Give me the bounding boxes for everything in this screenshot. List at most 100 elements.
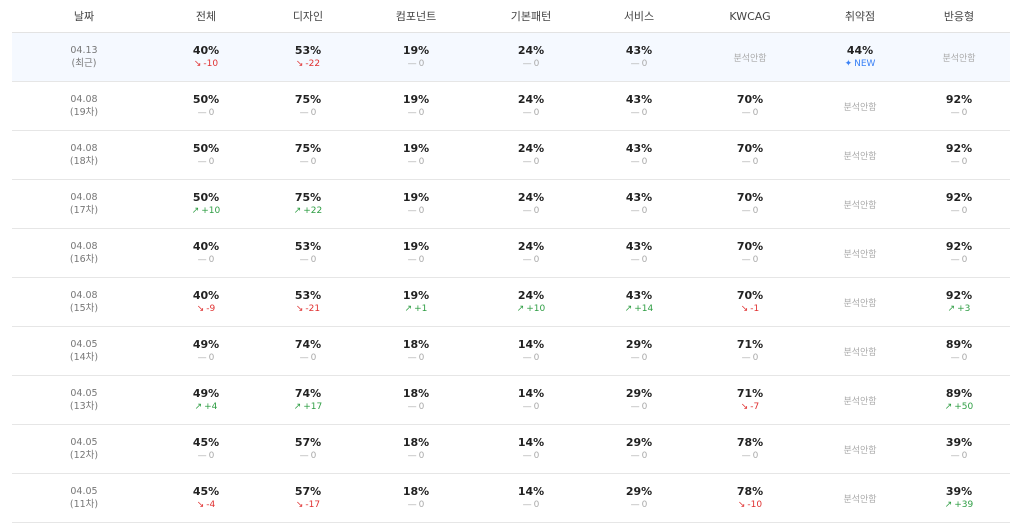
score: 29% bbox=[625, 485, 653, 498]
change-icon: ↘ bbox=[295, 304, 304, 314]
change-value: 0 bbox=[961, 108, 968, 118]
change-value: 0 bbox=[533, 59, 540, 69]
score-cell: 39% —0 bbox=[908, 424, 1010, 474]
change: —0 bbox=[688, 352, 812, 364]
not-analyzed: 분석안함 bbox=[733, 53, 767, 64]
change: ↗ +22 bbox=[256, 205, 360, 217]
column-header: 서비스 bbox=[590, 0, 688, 33]
change: ↘ -9 bbox=[156, 303, 256, 315]
score: 43% bbox=[625, 44, 653, 57]
score: 19% bbox=[402, 93, 430, 106]
score: 39% bbox=[945, 485, 973, 498]
change-icon: — bbox=[522, 500, 532, 510]
date: 04.08 bbox=[70, 143, 98, 154]
change-value: -7 bbox=[750, 402, 760, 412]
score-cell: 89% ↗ +50 bbox=[908, 375, 1010, 425]
table-row: 04.05 (14차) 49% —0 74% —0 18% —0 14% —0 29% —0 71% —0… bbox=[12, 326, 1010, 376]
date-cell: 04.05 (14차) bbox=[12, 326, 156, 376]
round-label: (12차) bbox=[69, 450, 99, 461]
change-icon: — bbox=[407, 500, 417, 510]
change-value: 0 bbox=[310, 255, 317, 265]
score: 78% bbox=[736, 485, 764, 498]
change-icon: ↗ bbox=[944, 500, 953, 510]
score-cell: 24% —0 bbox=[472, 32, 590, 82]
change: —0 bbox=[688, 205, 812, 217]
change-icon: ↗ bbox=[293, 206, 302, 216]
score: 19% bbox=[402, 191, 430, 204]
change-icon: — bbox=[522, 451, 532, 461]
change-value: 0 bbox=[641, 451, 648, 461]
change: —0 bbox=[590, 450, 688, 462]
score-cell: 44% ✦ NEW bbox=[812, 32, 908, 82]
change: —0 bbox=[472, 499, 590, 511]
change-value: 0 bbox=[641, 108, 648, 118]
change: —0 bbox=[256, 107, 360, 119]
score: 43% bbox=[625, 142, 653, 155]
change: —0 bbox=[472, 352, 590, 364]
change-value: 0 bbox=[208, 255, 215, 265]
table-body: 04.13 (최근) 40% ↘ -10 53% ↘ -22 19% —0 24% —0 43% —0 분석… bbox=[12, 32, 1010, 523]
change-value: 0 bbox=[418, 402, 425, 412]
change: —0 bbox=[472, 254, 590, 266]
column-header: 취약점 bbox=[812, 0, 908, 33]
score-cell: 분석안함 bbox=[688, 32, 812, 82]
score: 19% bbox=[402, 240, 430, 253]
table-row: 04.05 (13차) 49% ↗ +4 74% ↗ +17 18% —0 14% —0 29% —0 71… bbox=[12, 375, 1010, 425]
score-cell: 분석안함 bbox=[812, 424, 908, 474]
score-cell: 분석안함 bbox=[812, 326, 908, 376]
score-cell: 43% —0 bbox=[590, 179, 688, 229]
change: —0 bbox=[360, 156, 472, 168]
score: 14% bbox=[517, 485, 545, 498]
change-value: 0 bbox=[641, 255, 648, 265]
score: 92% bbox=[945, 289, 973, 302]
date: 04.05 bbox=[70, 388, 98, 399]
change: —0 bbox=[256, 156, 360, 168]
change-icon: — bbox=[741, 255, 751, 265]
change-icon: ↘ bbox=[740, 402, 749, 412]
score-cell: 분석안함 bbox=[812, 228, 908, 278]
score-cell: 43% —0 bbox=[590, 130, 688, 180]
change: ↗ +10 bbox=[472, 303, 590, 315]
change: ↗ +3 bbox=[908, 303, 1010, 315]
column-header: 컴포넌트 bbox=[360, 0, 472, 33]
score-cell: 75% —0 bbox=[256, 81, 360, 131]
date: 04.08 bbox=[70, 94, 98, 105]
change: —0 bbox=[256, 254, 360, 266]
score-cell: 24% —0 bbox=[472, 228, 590, 278]
header-row: 날짜 전체 디자인 컴포넌트 기본패턴 서비스 KWCAG 취약점 반응형 bbox=[12, 0, 1010, 33]
change: —0 bbox=[156, 107, 256, 119]
change-value: 0 bbox=[208, 157, 215, 167]
change-value: 0 bbox=[418, 255, 425, 265]
change-value: +1 bbox=[414, 304, 428, 314]
change-icon: ↘ bbox=[740, 304, 749, 314]
change-icon: ↘ bbox=[193, 59, 202, 69]
change-icon: ↘ bbox=[196, 500, 205, 510]
change-value: 0 bbox=[310, 157, 317, 167]
date-cell: 04.05 (11차) bbox=[12, 473, 156, 523]
score: 43% bbox=[625, 93, 653, 106]
score: 78% bbox=[736, 436, 764, 449]
change-value: 0 bbox=[418, 157, 425, 167]
change-icon: — bbox=[407, 255, 417, 265]
not-analyzed: 분석안함 bbox=[843, 249, 877, 260]
change-icon: — bbox=[950, 255, 960, 265]
change-value: +39 bbox=[954, 500, 974, 510]
change-icon: ↗ bbox=[624, 304, 633, 314]
table-row: 04.08 (15차) 40% ↘ -9 53% ↘ -21 19% ↗ +1 24% ↗ +10 43% ↗… bbox=[12, 277, 1010, 327]
change-value: 0 bbox=[961, 206, 968, 216]
score: 40% bbox=[192, 289, 220, 302]
score: 44% bbox=[846, 44, 874, 57]
change: —0 bbox=[908, 156, 1010, 168]
change: —0 bbox=[472, 58, 590, 70]
change: ↗ +50 bbox=[908, 401, 1010, 413]
change: —0 bbox=[256, 352, 360, 364]
date-cell: 04.08 (16차) bbox=[12, 228, 156, 278]
change-value: NEW bbox=[854, 59, 876, 69]
change-icon: — bbox=[630, 451, 640, 461]
change-value: 0 bbox=[533, 206, 540, 216]
not-analyzed: 분석안함 bbox=[942, 53, 976, 64]
change-value: 0 bbox=[641, 353, 648, 363]
score-cell: 78% —0 bbox=[688, 424, 812, 474]
change-value: +4 bbox=[204, 402, 218, 412]
score-cell: 18% —0 bbox=[360, 326, 472, 376]
